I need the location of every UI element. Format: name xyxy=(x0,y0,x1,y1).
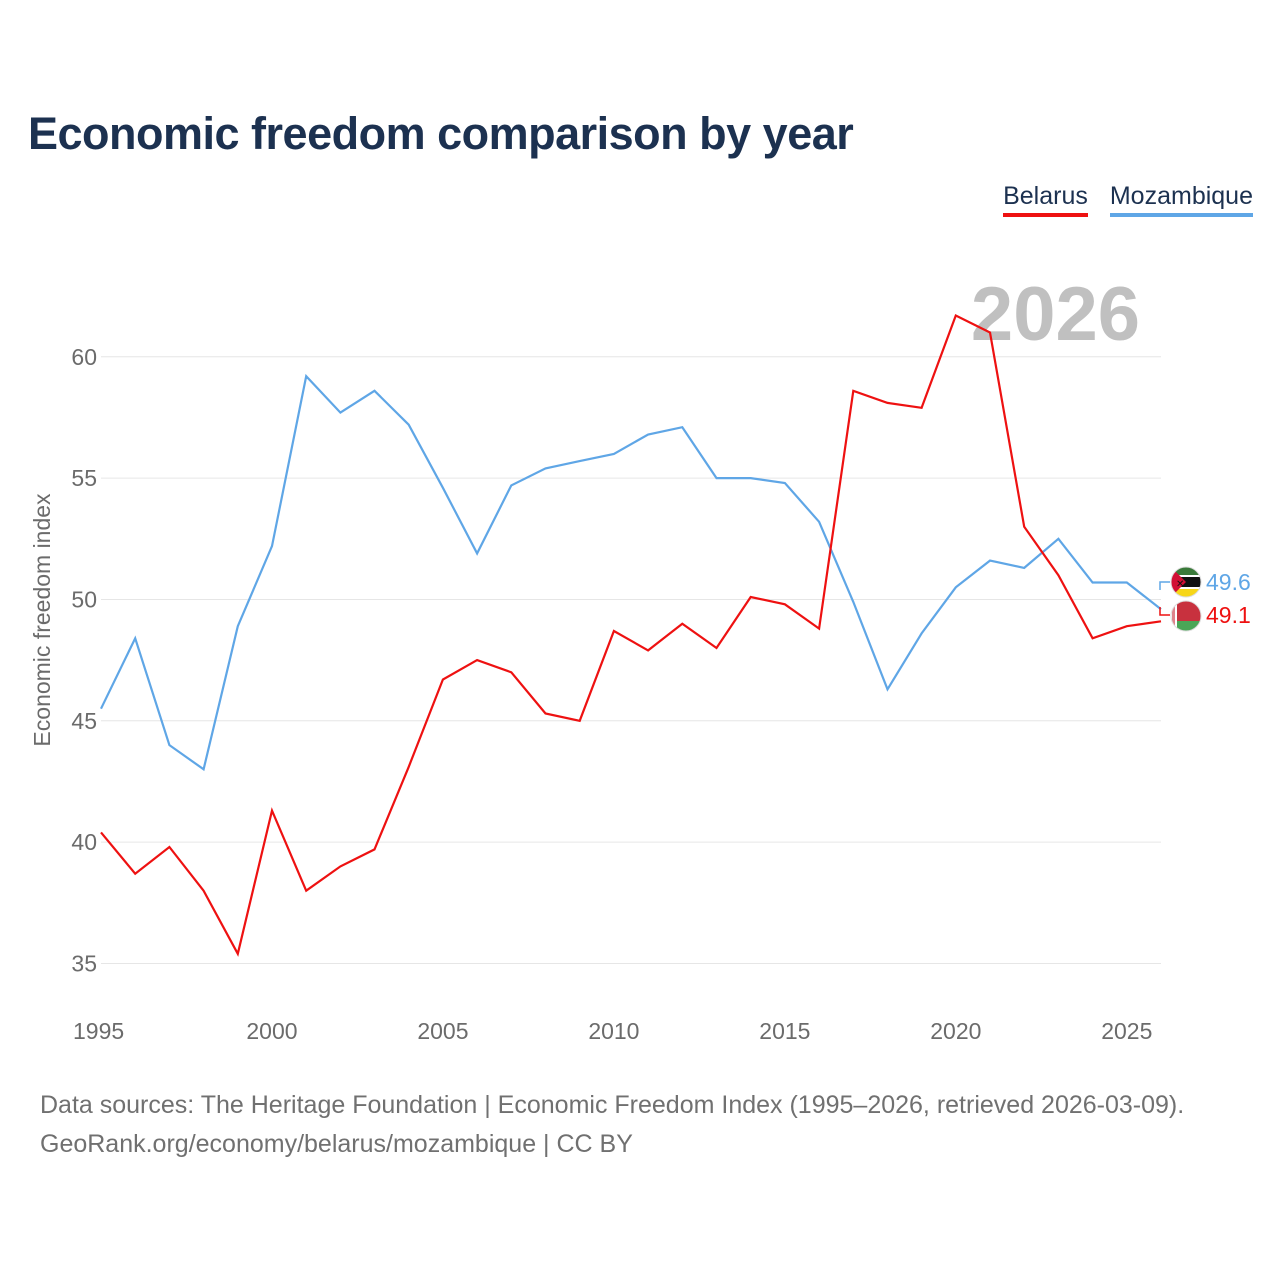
belarus-end-value: 49.1 xyxy=(1206,602,1251,628)
x-tick-label: 1995 xyxy=(73,1018,124,1044)
chart-title: Economic freedom comparison by year xyxy=(28,108,854,159)
source-url-text[interactable]: GeoRank.org/economy/belarus/mozambique |… xyxy=(40,1130,633,1158)
y-tick-label: 60 xyxy=(71,344,97,370)
x-tick-label: 2000 xyxy=(246,1018,297,1044)
legend: Belarus Mozambique xyxy=(1003,182,1253,217)
footer: Data sources: The Heritage Foundation | … xyxy=(40,1086,1184,1164)
legend-item-mozambique[interactable]: Mozambique xyxy=(1109,182,1253,217)
x-tick-label: 2015 xyxy=(759,1018,810,1044)
x-axis-ticks: 1995 2000 2005 2010 2015 2020 2025 xyxy=(73,1018,1152,1044)
series-lines xyxy=(100,313,1162,957)
svg-text:✕: ✕ xyxy=(1176,579,1184,590)
y-tick-label: 35 xyxy=(71,950,97,976)
data-source-text: Data sources: The Heritage Foundation | … xyxy=(40,1091,1185,1119)
belarus-flag-icon xyxy=(1171,601,1201,631)
y-axis-ticks: 35 40 45 50 55 60 xyxy=(71,344,97,977)
grid-lines xyxy=(101,356,1161,964)
belarus-end-marker: 49.1 xyxy=(1159,600,1251,632)
series-line-mozambique[interactable] xyxy=(100,373,1162,772)
mozambique-flag-icon: ✕ xyxy=(1171,567,1201,597)
y-tick-label: 50 xyxy=(71,586,97,612)
mozambique-end-value: 49.6 xyxy=(1206,569,1251,595)
legend-item-belarus[interactable]: Belarus xyxy=(1003,182,1088,217)
y-tick-label: 40 xyxy=(71,829,97,855)
mozambique-end-marker: ✕ 49.6 xyxy=(1159,566,1251,598)
x-tick-label: 2020 xyxy=(930,1018,981,1044)
y-axis-label: Economic freedom index xyxy=(29,493,55,747)
series-line-belarus[interactable] xyxy=(100,313,1162,957)
x-tick-label: 2025 xyxy=(1101,1018,1152,1044)
y-tick-label: 45 xyxy=(71,708,97,734)
x-tick-label: 2005 xyxy=(417,1018,468,1044)
x-tick-label: 2010 xyxy=(588,1018,639,1044)
y-tick-label: 55 xyxy=(71,465,97,491)
year-watermark: 2026 xyxy=(971,272,1140,357)
